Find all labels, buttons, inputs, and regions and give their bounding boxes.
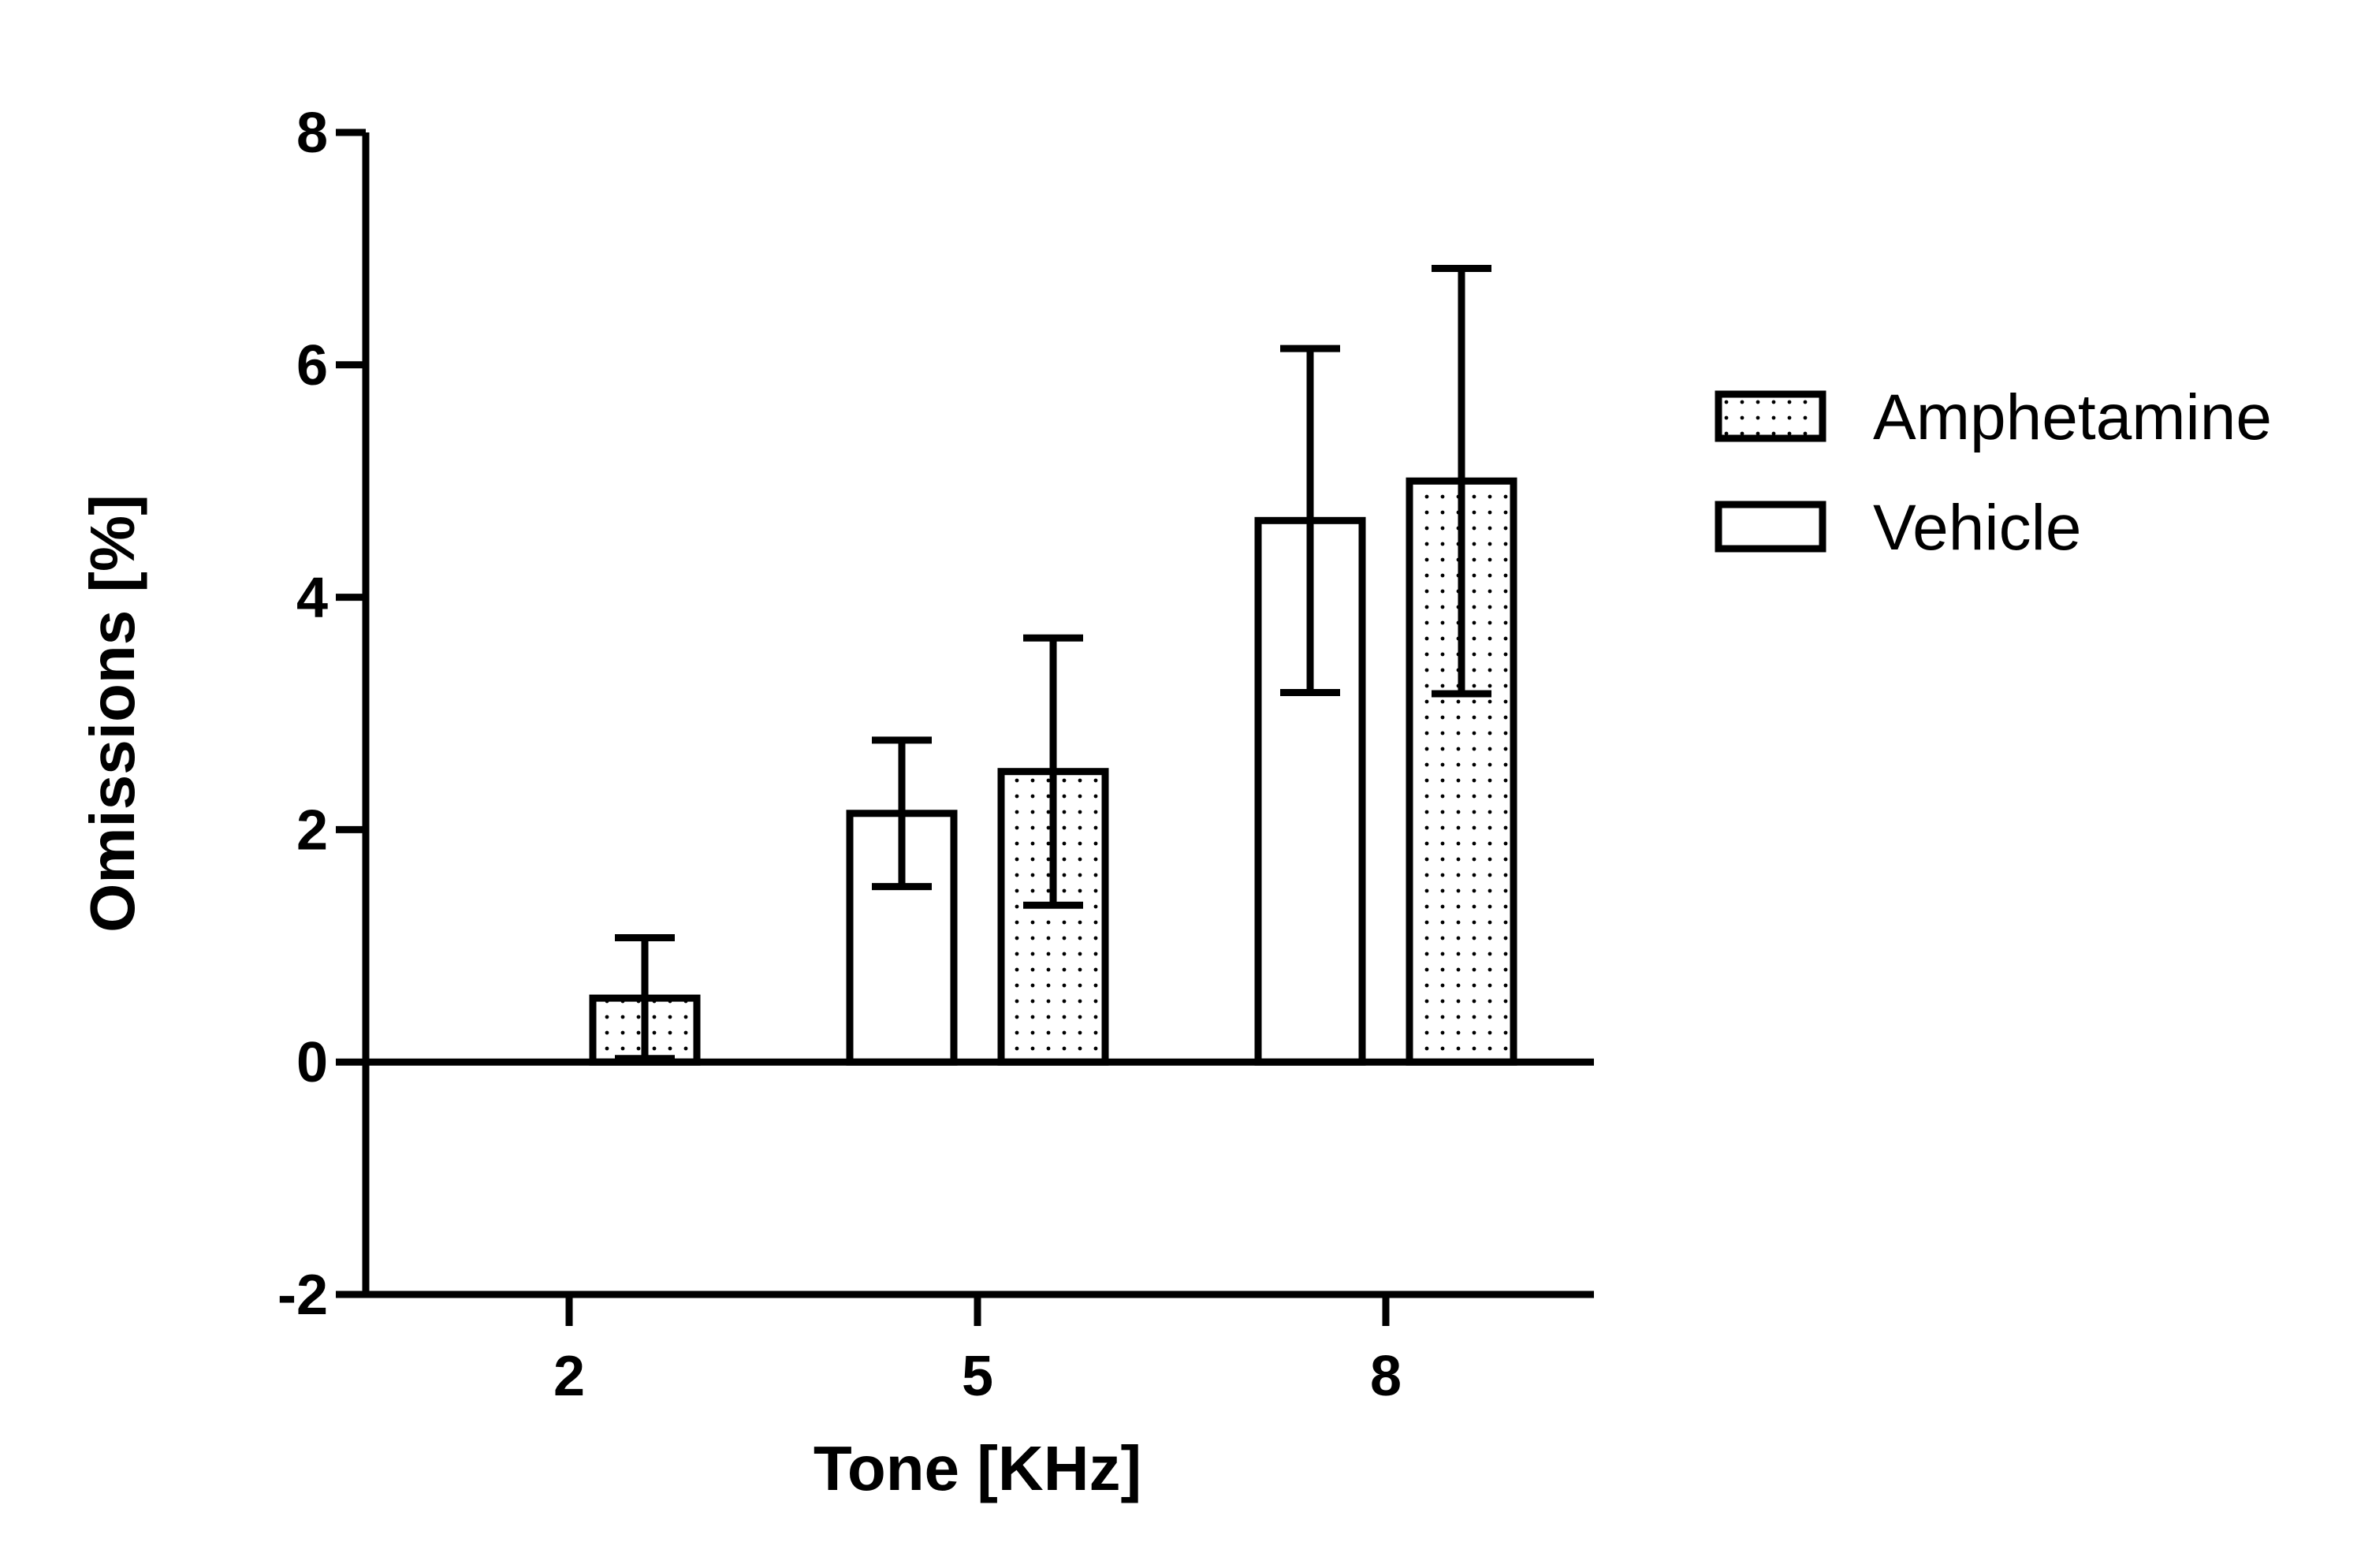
y-tick-label--2: -2 — [277, 1264, 328, 1327]
error-bar-amphetamine-5 — [1023, 634, 1083, 909]
y-tick-label-6: 6 — [296, 334, 328, 397]
ticks-layer: -2 0 2 4 6 8 2 5 8 — [277, 102, 1402, 1408]
x-tick-label-8: 8 — [1370, 1345, 1402, 1408]
legend-swatch-amphetamine — [1715, 390, 1826, 442]
legend: Amphetamine Vehicle — [1715, 382, 2272, 564]
legend-label-amphetamine: Amphetamine — [1873, 382, 2272, 453]
error-bar-vehicle-8 — [1280, 345, 1340, 696]
y-tick-label-2: 2 — [296, 799, 328, 862]
legend-item-amphetamine: Amphetamine — [1715, 382, 2272, 453]
error-bar-amphetamine-8 — [1432, 264, 1491, 698]
y-tick-label-0: 0 — [296, 1031, 328, 1094]
legend-label-vehicle: Vehicle — [1873, 492, 2081, 564]
x-tick-label-5: 5 — [962, 1345, 993, 1408]
x-axis-title: Tone [KHz] — [814, 1433, 1141, 1503]
bars-layer — [589, 264, 1517, 1066]
y-tick-label-4: 4 — [296, 567, 328, 630]
legend-item-vehicle: Vehicle — [1715, 492, 2081, 564]
y-tick-label-8: 8 — [296, 102, 328, 165]
error-bar-vehicle-5 — [872, 736, 932, 891]
legend-swatch-vehicle — [1715, 501, 1826, 553]
x-tick-label-2: 2 — [553, 1345, 585, 1408]
y-axis-title: Omissions [%] — [77, 494, 147, 933]
